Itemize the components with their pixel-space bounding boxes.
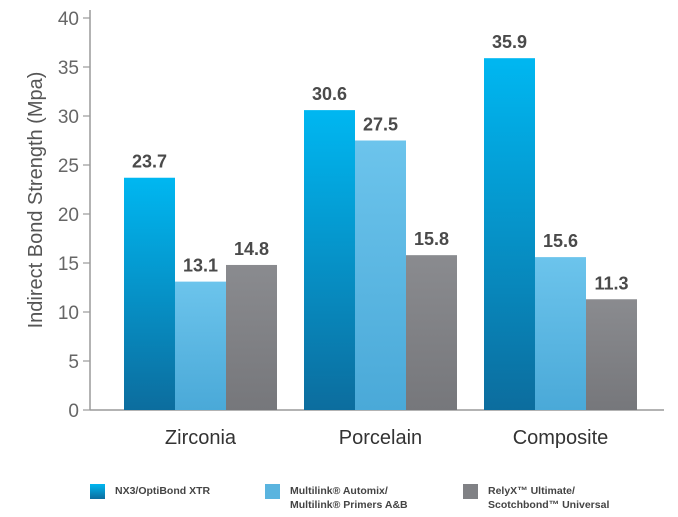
- legend-swatch-nx3: [90, 484, 105, 499]
- legend-swatch-relyx: [463, 484, 478, 499]
- bar: [484, 58, 535, 411]
- x-category-label: Porcelain: [339, 427, 422, 449]
- y-tick-label: 10: [58, 303, 79, 324]
- legend-label-nx3: NX3/OptiBond XTR: [115, 484, 210, 498]
- y-axis-title: Indirect Bond Strength (Mpa): [25, 72, 47, 329]
- legend-item-relyx: RelyX™ Ultimate/ Scotchbond™ Universal: [463, 484, 609, 512]
- bar: [535, 257, 586, 410]
- bar-value-label: 15.8: [414, 229, 449, 249]
- bar-value-label: 11.3: [594, 273, 628, 293]
- bars: [124, 58, 637, 411]
- bar-value-label: 13.1: [183, 256, 218, 276]
- legend-label-line: NX3/OptiBond XTR: [115, 485, 211, 497]
- bar-value-label: 30.6: [312, 84, 347, 104]
- y-tick-label: 25: [58, 156, 79, 177]
- legend-swatch-multilink: [265, 484, 280, 499]
- bar-value-label: 27.5: [363, 115, 398, 135]
- legend-label-line: Multilink® Primers A&B: [290, 499, 408, 511]
- legend-label-line: Scotchbond™ Universal: [488, 499, 610, 511]
- y-tick-label: 15: [58, 254, 79, 275]
- y-tick-label: 20: [58, 205, 79, 226]
- bar-value-label: 14.8: [234, 239, 269, 259]
- y-tick-label: 40: [58, 9, 79, 30]
- y-tick-label: 35: [58, 58, 79, 79]
- bar: [124, 177, 175, 410]
- y-tick-label: 5: [68, 352, 79, 373]
- legend-label-line: RelyX™ Ultimate/: [488, 485, 575, 497]
- x-category-label: Zirconia: [165, 427, 237, 449]
- bar-value-label: 35.9: [492, 32, 527, 52]
- x-category-label: Composite: [513, 427, 609, 449]
- bar-value-label: 23.7: [132, 152, 167, 172]
- bar: [355, 140, 406, 410]
- legend-label-multilink: Multilink® Automix/ Multilink® Primers A…: [290, 484, 408, 512]
- bond-strength-bar-chart: 0 5 10 15 20 25 30 35 40 Zirconia Porcelain Compos…: [25, 9, 664, 449]
- bar: [226, 264, 277, 410]
- bar-value-label: 15.6: [543, 231, 578, 251]
- legend-item-multilink: Multilink® Automix/ Multilink® Primers A…: [265, 484, 408, 512]
- legend-item-nx3: NX3/OptiBond XTR: [90, 484, 210, 499]
- bar: [406, 255, 457, 410]
- data-labels: 23.7 13.1 14.8 30.6 27.5 15.8 35.9 15.6 11.3: [132, 32, 629, 293]
- y-tick-label: 0: [68, 401, 79, 422]
- x-axis: Zirconia Porcelain Composite: [90, 409, 664, 449]
- legend-label-relyx: RelyX™ Ultimate/ Scotchbond™ Universal: [488, 484, 609, 512]
- bar: [304, 110, 355, 411]
- bar: [175, 281, 226, 410]
- legend: NX3/OptiBond XTR Multilink® Automix/ Mul…: [0, 484, 678, 517]
- bar: [586, 299, 637, 410]
- legend-label-line: Multilink® Automix/: [290, 485, 388, 497]
- y-tick-label: 30: [58, 107, 79, 128]
- y-axis: 0 5 10 15 20 25 30 35 40: [58, 9, 91, 422]
